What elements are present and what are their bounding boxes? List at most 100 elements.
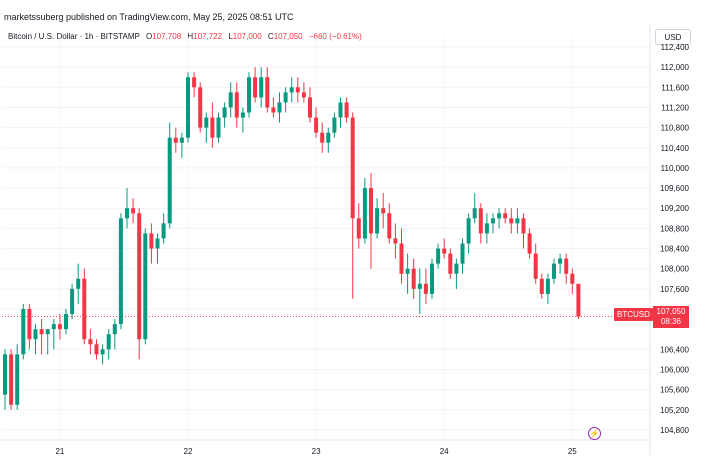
candle-body — [484, 223, 489, 234]
candle-body — [411, 268, 416, 289]
price-tick-label: 106,400 — [660, 345, 689, 354]
candle-body — [509, 218, 514, 224]
candle-body — [515, 218, 520, 224]
candle-body — [21, 309, 26, 355]
candle-body — [82, 278, 87, 340]
candle-body — [94, 344, 99, 355]
candle-body — [320, 132, 325, 143]
bar-countdown: 08:36 — [660, 317, 682, 326]
time-tick-label: 24 — [440, 447, 449, 456]
candle-body — [356, 218, 361, 239]
candle-body — [186, 77, 190, 138]
candle-body — [576, 283, 581, 317]
candle-body — [308, 97, 312, 118]
candle-body — [76, 278, 81, 289]
candles-group — [3, 67, 581, 410]
candle-body — [362, 188, 367, 239]
candle-body — [210, 117, 215, 138]
candle-body — [131, 208, 136, 214]
open-label: O — [145, 32, 153, 41]
time-axis: 21 22 23 24 25 — [55, 447, 577, 456]
candle-body — [216, 117, 221, 138]
candle-body — [375, 208, 380, 234]
price-tick-label: 108,400 — [660, 245, 689, 254]
candle-body — [173, 137, 178, 143]
candle-body — [454, 263, 459, 274]
symbol-legend: Bitcoin / U.S. Dollar · 1h · BITSTAMP O 1… — [8, 32, 362, 41]
price-tick-label: 105,200 — [660, 406, 689, 415]
price-tick-label: 112,400 — [661, 43, 690, 52]
time-tick-label: 21 — [55, 447, 64, 456]
candle-body — [247, 77, 251, 113]
candle-body — [558, 258, 563, 264]
candle-body — [564, 258, 569, 274]
candle-body — [369, 188, 373, 234]
low-value: 107,000 — [232, 32, 262, 41]
candle-body — [387, 213, 392, 239]
candle-body — [399, 243, 404, 274]
symbol-name: Bitcoin / U.S. Dollar · 1h · BITSTAMP — [8, 32, 140, 41]
candle-body — [552, 263, 556, 279]
price-tick-label: 104,800 — [660, 426, 689, 435]
candle-body — [503, 213, 508, 219]
price-tick-label: 110,800 — [661, 124, 690, 133]
candle-body — [423, 283, 428, 294]
high-value: 107,722 — [193, 32, 223, 41]
candle-body — [179, 137, 184, 143]
candle-body — [478, 208, 483, 234]
candle-body — [137, 213, 142, 340]
price-tick-label: 109,600 — [660, 184, 689, 193]
candle-body — [497, 213, 502, 219]
candle-body — [466, 218, 471, 244]
price-tick-label: 106,000 — [660, 365, 689, 374]
candle-body — [198, 87, 203, 128]
price-tick-label: 108,800 — [660, 224, 689, 233]
time-tick-label: 23 — [312, 447, 321, 456]
price-tick-label: 109,200 — [660, 204, 689, 213]
price-tick-label: 107,600 — [660, 285, 689, 294]
candle-body — [344, 102, 349, 118]
price-axis: 112,400 112,000 111,600 111,200 110,800 110,4… — [660, 43, 689, 435]
candle-body — [271, 107, 276, 113]
candle-body — [228, 92, 233, 108]
candle-body — [253, 77, 258, 98]
candle-body — [118, 218, 123, 325]
price-tick-label: 111,200 — [661, 103, 689, 112]
candle-body — [533, 253, 538, 279]
candle-body — [460, 243, 465, 264]
candle-body — [125, 208, 129, 219]
candle-body — [149, 233, 154, 249]
candle-body — [222, 107, 227, 118]
publish-credit: marketssuberg published on TradingView.c… — [4, 12, 294, 22]
candle-body — [405, 268, 410, 274]
candle-body — [27, 309, 32, 340]
candle-body — [33, 329, 38, 340]
candle-body — [234, 92, 239, 118]
candle-body — [283, 92, 288, 103]
candle-body — [100, 349, 105, 355]
candle-body — [57, 324, 62, 330]
tradingview-badge-icon[interactable]: ⚡ — [588, 427, 601, 440]
price-tick-label: 105,600 — [660, 386, 689, 395]
candle-body — [112, 324, 117, 335]
high-label: H — [187, 32, 194, 41]
candle-body — [527, 233, 532, 254]
candle-body — [570, 273, 575, 284]
last-price-value: 107,050 — [656, 307, 686, 316]
time-tick-label: 25 — [568, 447, 577, 456]
candle-body — [326, 132, 331, 143]
candle-body — [106, 334, 111, 350]
candle-body — [289, 87, 294, 93]
last-price-box: 107,050 08:36 — [653, 306, 689, 328]
candle-body — [436, 248, 441, 264]
currency-selector[interactable]: USD — [655, 29, 691, 45]
candle-body — [448, 253, 453, 274]
candle-body — [51, 324, 56, 330]
grid-lines — [0, 24, 651, 455]
candle-body — [143, 233, 148, 340]
candle-body — [417, 283, 422, 289]
price-tick-label: 111,600 — [661, 83, 689, 92]
change-value: −660 (−0.61%) — [308, 32, 362, 41]
candle-body — [70, 288, 75, 315]
